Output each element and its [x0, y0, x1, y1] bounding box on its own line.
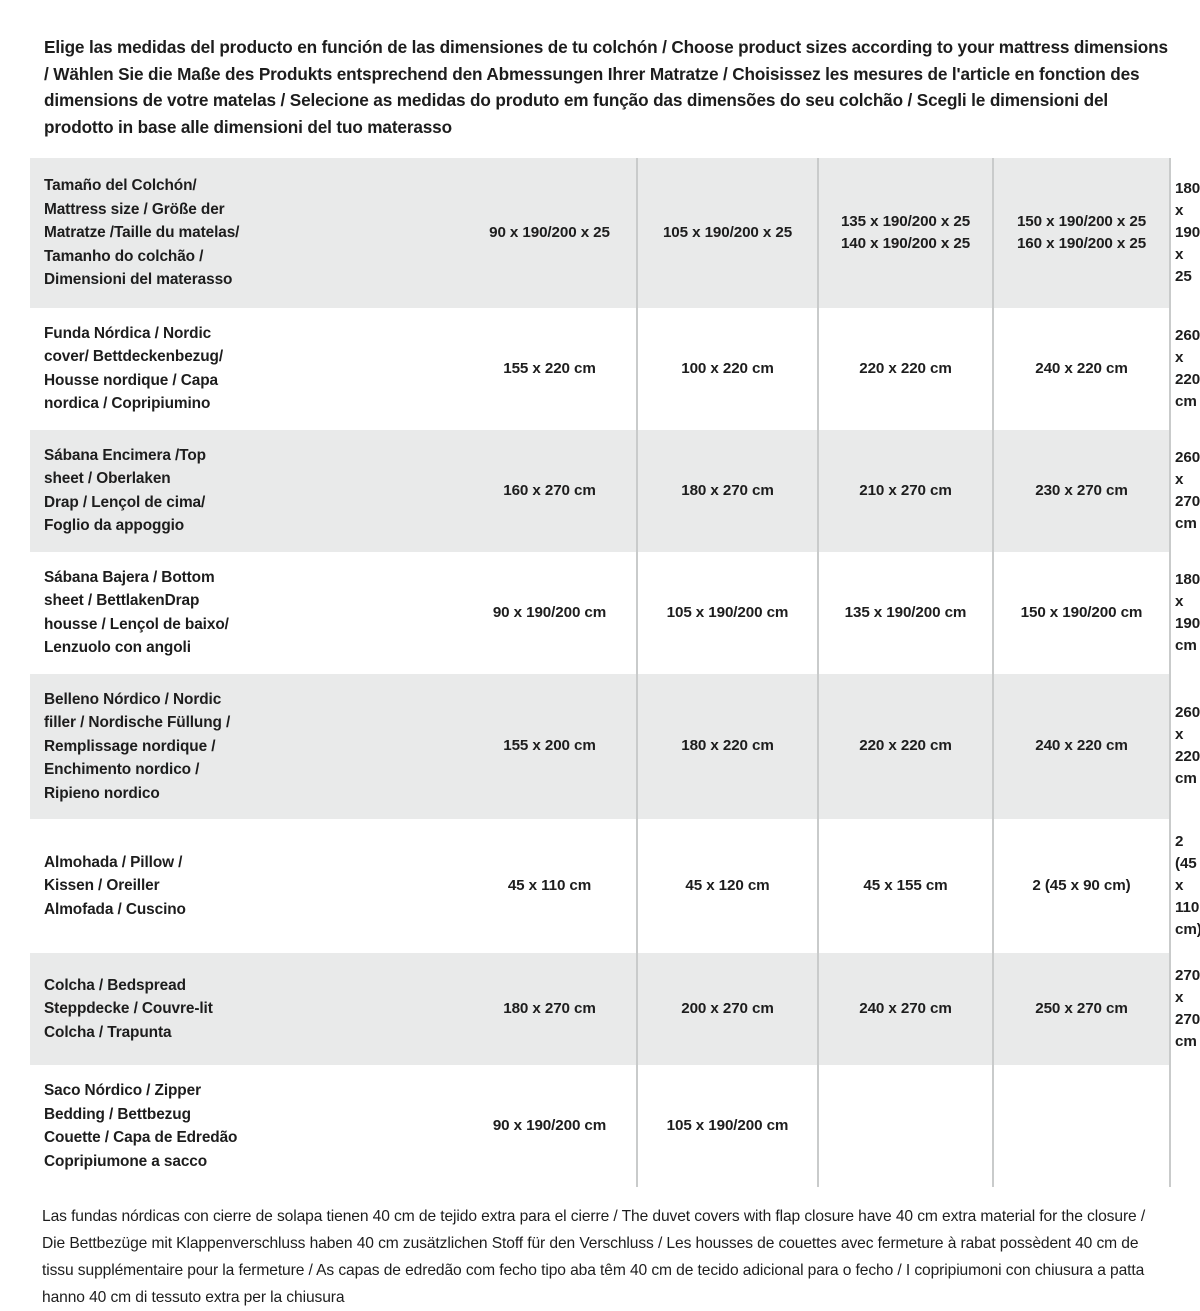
row-cell-text: 270 x 270 cm: [1175, 967, 1200, 1050]
row-cell: 210 x 270 cm: [818, 429, 994, 552]
table-row: Colcha / Bedspread Steppdecke / Couvre-l…: [30, 953, 1200, 1065]
row-cell: [818, 1065, 994, 1187]
intro-instructions: Elige las medidas del producto en funció…: [44, 37, 1168, 137]
row-cell: 200 x 270 cm: [637, 953, 819, 1065]
row-cell: 45 x 110 cm: [463, 819, 638, 953]
row-cell: 180 x 270 cm: [637, 429, 819, 552]
row-cell-text: 90 x 190/200 cm: [492, 603, 607, 621]
row-label-text: Sábana Bajera / Bottom sheet / Bettlaken…: [44, 568, 229, 657]
row-cell: 240 x 220 cm: [993, 673, 1171, 819]
row-cell: 155 x 220 cm: [463, 307, 638, 430]
row-cell-text: 180 x 270 cm: [681, 481, 774, 499]
row-cell: [993, 1065, 1171, 1187]
row-cell: 45 x 120 cm: [637, 819, 819, 953]
row-label-text: Sábana Encimera /Top sheet / Oberlaken D…: [44, 446, 206, 535]
row-cell-text: 260 x 220 cm: [1175, 704, 1200, 788]
row-cell: 180 x 270 cm: [463, 953, 638, 1065]
row-cell-text: 260 x 270 cm: [1175, 448, 1200, 532]
row-cell-text: 240 x 220 cm: [1035, 737, 1128, 755]
table-row: Almohada / Pillow / Kissen / Oreiller Al…: [30, 819, 1200, 953]
row-cell-text: 2 (45 x 90 cm): [1032, 877, 1131, 894]
row-label-cell: Almohada / Pillow / Kissen / Oreiller Al…: [30, 819, 463, 953]
row-cell-text: 105 x 190/200 cm: [666, 603, 789, 621]
table-row: Sábana Encimera /Top sheet / Oberlaken D…: [30, 429, 1200, 552]
row-cell: 45 x 155 cm: [818, 819, 994, 953]
row-cell-text: 260 x 220 cm: [1175, 326, 1200, 410]
row-cell: 2 (45 x 90 cm): [993, 819, 1171, 953]
row-cell-text: 230 x 270 cm: [1035, 481, 1128, 499]
row-cell-text: 160 x 270 cm: [503, 481, 596, 499]
header-col-5-text: 180 x 190/200 x 25: [1175, 179, 1200, 285]
row-label-cell: Sábana Bajera / Bottom sheet / Bettlaken…: [30, 551, 463, 674]
row-cell: 220 x 220 cm: [818, 673, 994, 819]
row-cell-text: 210 x 270 cm: [859, 481, 952, 499]
header-col-1-text: 90 x 190/200 x 25: [489, 223, 610, 241]
row-cell: 240 x 220 cm: [993, 307, 1171, 430]
row-label-text: Saco Nórdico / Zipper Bedding / Bettbezu…: [44, 1082, 238, 1170]
row-cell: 240 x 270 cm: [818, 953, 994, 1065]
row-label-cell: Sábana Encimera /Top sheet / Oberlaken D…: [30, 429, 463, 552]
row-cell-text: 45 x 120 cm: [685, 877, 770, 894]
row-cell-text: 45 x 155 cm: [863, 877, 948, 894]
row-label-cell: Funda Nórdica / Nordic cover/ Bettdecken…: [30, 307, 463, 430]
row-label-text: Colcha / Bedspread Steppdecke / Couvre-l…: [44, 976, 213, 1041]
row-label-cell: Colcha / Bedspread Steppdecke / Couvre-l…: [30, 953, 463, 1065]
row-cell-text: 180 x 220 cm: [681, 737, 774, 755]
header-label-text: Tamaño del Colchón/ Mattress size / Größ…: [44, 177, 240, 288]
row-cell-text: 240 x 270 cm: [859, 1000, 952, 1017]
row-cell: 105 x 190/200 cm: [637, 1065, 819, 1187]
table-row: Funda Nórdica / Nordic cover/ Bettdecken…: [30, 307, 1200, 430]
size-table-body: Tamaño del Colchón/ Mattress size / Größ…: [30, 158, 1200, 1187]
mattress-size-table: Tamaño del Colchón/ Mattress size / Größ…: [30, 158, 1200, 1187]
row-cell: 180 x 220 cm: [637, 673, 819, 819]
row-cell: 100 x 220 cm: [637, 307, 819, 430]
row-label-cell: Belleno Nórdico / Nordic filler / Nordis…: [30, 673, 463, 819]
row-label-cell: Saco Nórdico / Zipper Bedding / Bettbezu…: [30, 1065, 463, 1187]
row-label-text: Funda Nórdica / Nordic cover/ Bettdecken…: [44, 324, 224, 413]
header-col-3: 135 x 190/200 x 25 140 x 190/200 x 25: [818, 158, 994, 308]
header-label-cell: Tamaño del Colchón/ Mattress size / Größ…: [30, 158, 463, 308]
row-label-text: Belleno Nórdico / Nordic filler / Nordis…: [44, 690, 231, 802]
row-cell-text: 155 x 200 cm: [503, 737, 596, 755]
row-cell-text: 220 x 220 cm: [859, 737, 952, 755]
row-cell: 150 x 190/200 cm: [993, 551, 1171, 674]
row-cell: 90 x 190/200 cm: [463, 1065, 638, 1187]
header-col-2: 105 x 190/200 x 25: [637, 158, 819, 308]
table-row: Belleno Nórdico / Nordic filler / Nordis…: [30, 673, 1200, 819]
row-cell-text: 150 x 190/200 cm: [1020, 603, 1143, 621]
table-row: Saco Nórdico / Zipper Bedding / Bettbezu…: [30, 1065, 1171, 1187]
row-cell-text: 250 x 270 cm: [1035, 1000, 1128, 1017]
row-cell-text: 155 x 220 cm: [503, 359, 596, 377]
row-cell-text: 135 x 190/200 cm: [844, 603, 967, 621]
size-guide-page: Elige las medidas del producto en funció…: [0, 37, 1200, 1306]
row-cell-text: 200 x 270 cm: [681, 1000, 774, 1017]
header-col-4: 150 x 190/200 x 25 160 x 190/200 x 25: [993, 158, 1171, 308]
row-cell: 135 x 190/200 cm: [818, 551, 994, 674]
row-cell-text: 240 x 220 cm: [1035, 359, 1128, 377]
row-cell-text: 180 x 270 cm: [503, 1000, 596, 1017]
row-cell-text: 2 (45 x 110 cm): [1175, 833, 1200, 938]
row-cell-text: 220 x 220 cm: [859, 359, 952, 377]
table-row: Sábana Bajera / Bottom sheet / Bettlaken…: [30, 551, 1200, 674]
row-cell-text: 180 x 190/200 cm: [1175, 570, 1200, 654]
footnote-text: Las fundas nórdicas con cierre de solapa…: [42, 1208, 1146, 1306]
row-cell: 155 x 200 cm: [463, 673, 638, 819]
row-cell-text: 90 x 190/200 cm: [492, 1117, 607, 1134]
row-cell: 220 x 220 cm: [818, 307, 994, 430]
header-col-4-text: 150 x 190/200 x 25 160 x 190/200 x 25: [1016, 212, 1147, 252]
row-cell: 230 x 270 cm: [993, 429, 1171, 552]
header-col-1: 90 x 190/200 x 25: [463, 158, 638, 308]
row-label-text: Almohada / Pillow / Kissen / Oreiller Al…: [44, 853, 186, 918]
row-cell: 105 x 190/200 cm: [637, 551, 819, 674]
table-header-row: Tamaño del Colchón/ Mattress size / Größ…: [30, 158, 1200, 308]
row-cell: 160 x 270 cm: [463, 429, 638, 552]
row-cell: 250 x 270 cm: [993, 953, 1171, 1065]
row-cell-text: 100 x 220 cm: [681, 359, 774, 377]
header-col-3-text: 135 x 190/200 x 25 140 x 190/200 x 25: [840, 212, 971, 252]
row-cell-text: 105 x 190/200 cm: [666, 1117, 789, 1134]
row-cell: 90 x 190/200 cm: [463, 551, 638, 674]
size-table-container: Tamaño del Colchón/ Mattress size / Größ…: [0, 158, 1200, 1187]
header-col-2-text: 105 x 190/200 x 25: [662, 223, 793, 241]
row-cell-text: 45 x 110 cm: [507, 877, 592, 894]
